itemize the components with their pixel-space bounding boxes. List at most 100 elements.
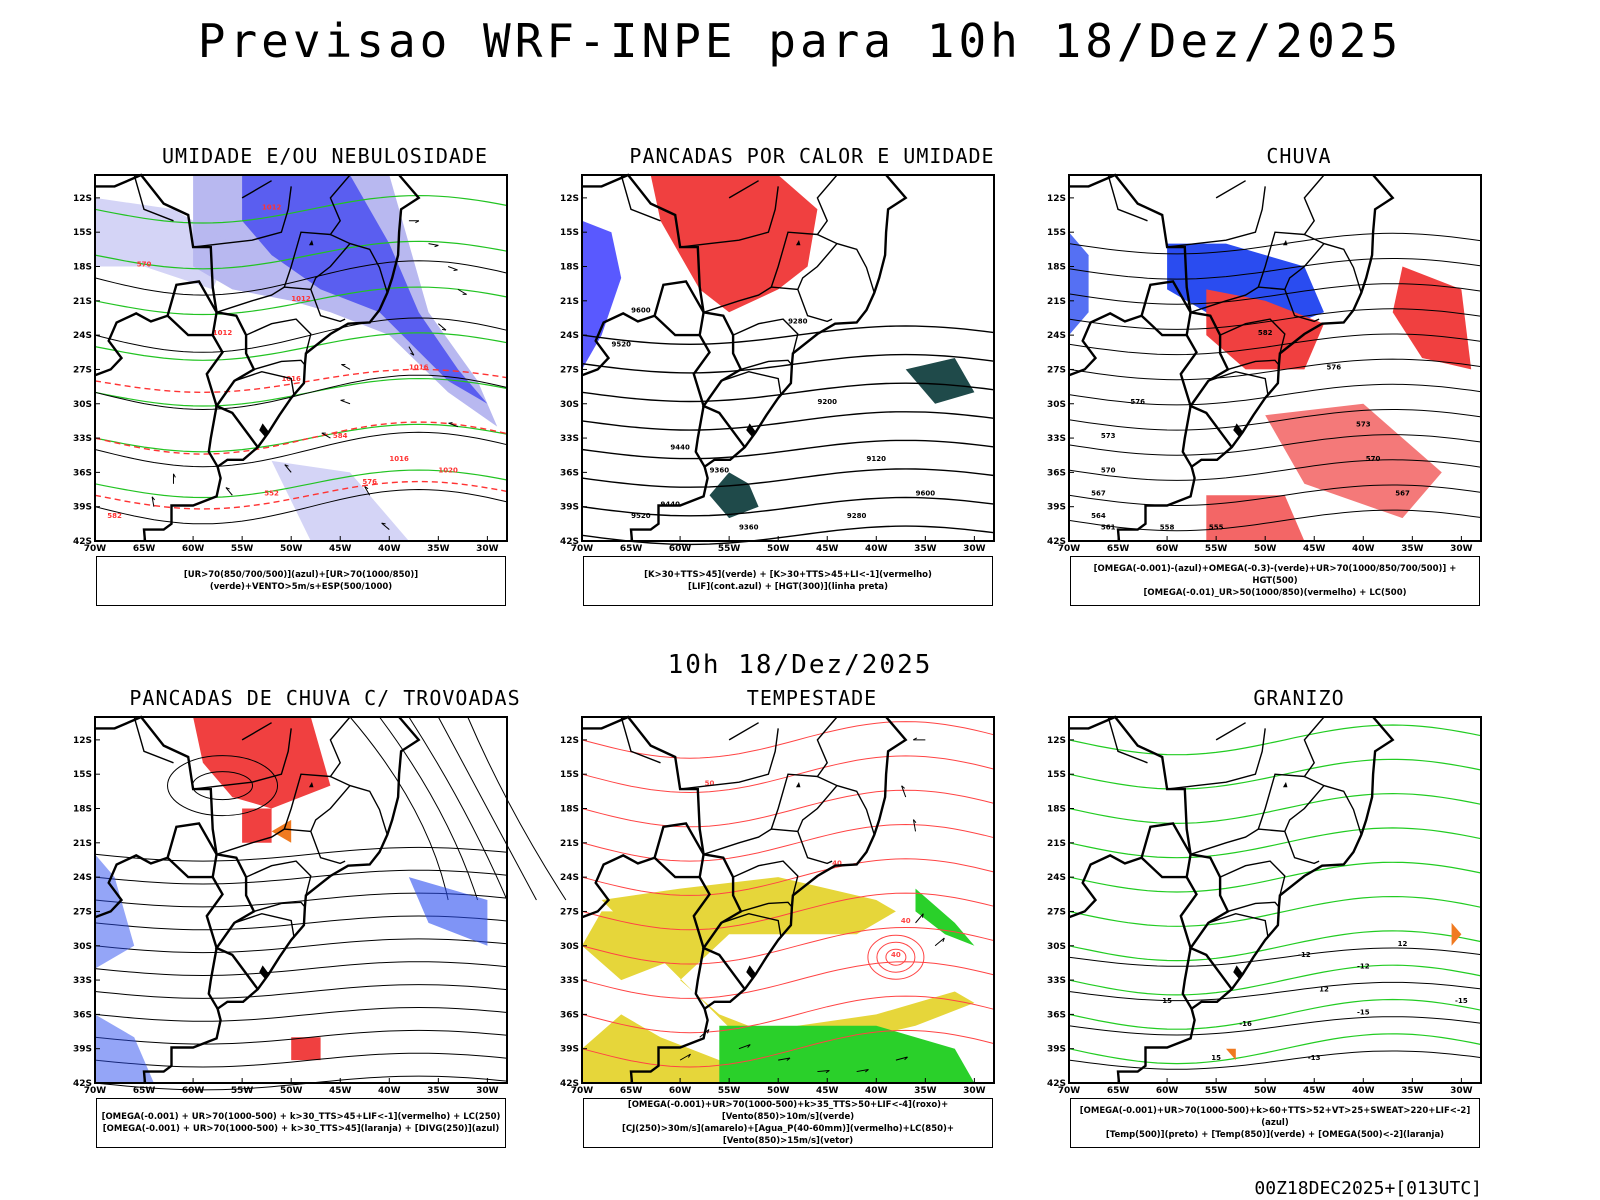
state-border [133, 174, 174, 222]
map-base [94, 173, 421, 542]
contour-label: 9280 [847, 512, 867, 520]
lat-tick-label: 36S [1047, 1010, 1066, 1020]
state-border [330, 233, 388, 294]
state-border [216, 828, 346, 865]
lake [1233, 423, 1244, 438]
contour-label: 573 [1356, 421, 1371, 429]
state-border [1167, 728, 1266, 790]
thickness-contour [94, 421, 508, 455]
lat-tick-label: 33S [1047, 976, 1066, 986]
contour-label: 9520 [631, 512, 651, 520]
lon-tick-label: 40W [378, 544, 401, 554]
hgt500-contour [1068, 232, 1482, 255]
contour-label: 573 [1101, 432, 1116, 440]
contour-label: 555 [1209, 524, 1224, 532]
country-border [1140, 856, 1187, 879]
state-border [245, 860, 312, 896]
precip-water-contour [581, 1029, 995, 1068]
state-border [703, 828, 833, 865]
wind-vector [284, 464, 292, 473]
temp850-contour [1068, 1033, 1482, 1065]
state-border [1227, 901, 1280, 913]
wind-vector [151, 496, 156, 501]
lat-tick-label: 36S [73, 468, 92, 478]
precip-water-contour [581, 721, 995, 759]
lat-tick-label: 30S [560, 942, 579, 952]
wind-vector [410, 352, 415, 356]
country-border [1069, 715, 1233, 990]
storm-red [242, 808, 272, 843]
panel-umidade: UMIDADE E/OU NEBULOSIDADE 1012 1012 1012 10… [65, 144, 585, 634]
state-border [703, 286, 833, 323]
state-border [1219, 860, 1286, 896]
precip-water-contour [867, 934, 925, 980]
wind-vector [434, 244, 439, 248]
rh-low-contour [94, 240, 508, 270]
wind-vector [901, 785, 905, 789]
panel-tempestade: TEMPESTADE 40 40 40 50 12S 15S 18S 21S 24S 27S 30S… [552, 686, 1072, 1176]
hgt500-contour [1068, 434, 1482, 456]
country-border [692, 312, 711, 407]
lat-tick-label: 42S [73, 1079, 92, 1089]
contour-label: 570 [137, 261, 152, 269]
lake [795, 782, 801, 788]
wind-vector [778, 1057, 791, 1061]
lat-tick-label: 33S [560, 434, 579, 444]
lat-tick-label: 24S [560, 331, 579, 341]
lon-tick-label: 60W [182, 544, 205, 554]
state-border [1304, 233, 1362, 294]
contour-label: 15 [1162, 997, 1172, 1005]
lat-tick-label: 33S [73, 434, 92, 444]
temp500-contour [1068, 1016, 1482, 1036]
wind-vector [942, 937, 945, 942]
lake [308, 240, 314, 246]
lat-tick-label: 27S [73, 365, 92, 375]
hgt300-contour [581, 496, 995, 517]
wind-vector [738, 1044, 751, 1050]
contour-label: 9120 [867, 455, 887, 463]
country-border [653, 856, 700, 879]
lat-tick-label: 42S [1047, 1079, 1066, 1089]
rh-low-contour [94, 332, 508, 361]
rh-low-contour [94, 286, 508, 316]
hgt500-contour [1068, 283, 1482, 305]
panel-chuva: CHUVA 582 576 573 570 567 564 561 558 555 576 573 5… [1039, 144, 1559, 634]
omega-blue [1069, 232, 1089, 336]
lon-tick-label: 30W [963, 1086, 986, 1096]
contour-label: 9600 [631, 306, 651, 314]
wind-vector [904, 1056, 908, 1061]
precip-water-contour [581, 892, 995, 931]
lon-tick-label: 70W [1058, 544, 1081, 554]
state-border [310, 785, 351, 832]
pressure-contour [94, 374, 508, 411]
lat-tick-label: 27S [1047, 907, 1066, 917]
wind-vector [453, 269, 458, 272]
wind-vector [151, 496, 155, 507]
panel-title: PANCADAS POR CALOR E UMIDADE [629, 144, 995, 168]
contour-label: -12 [1357, 963, 1370, 971]
precip-water-contour [581, 961, 995, 999]
lon-tick-label: 45W [816, 1086, 839, 1096]
hgt500-contour [1068, 358, 1482, 381]
omega-orange [1226, 1048, 1236, 1061]
state-border [253, 901, 306, 913]
lat-tick-label: 12S [560, 194, 579, 204]
lat-tick-label: 30S [1047, 942, 1066, 952]
contour-label: 567 [1091, 489, 1106, 497]
panel-pancadas-calor: PANCADAS POR CALOR E UMIDADE 9600 9520 944… [552, 144, 1072, 634]
temp500-contour [1068, 1050, 1482, 1070]
state-border [245, 318, 312, 354]
contour-label: 570 [1366, 455, 1381, 463]
country-border [694, 405, 706, 468]
plot-frame [581, 174, 995, 542]
state-border [234, 370, 295, 396]
state-border [728, 722, 759, 741]
lat-tick-label: 15S [73, 770, 92, 780]
country-border [207, 405, 219, 468]
streamline [94, 846, 508, 862]
wind-vector [895, 1056, 908, 1061]
lon-tick-label: 60W [1156, 544, 1179, 554]
lat-tick-label: 39S [73, 1045, 92, 1055]
pressure-contour [94, 431, 508, 468]
country-border [205, 312, 224, 407]
